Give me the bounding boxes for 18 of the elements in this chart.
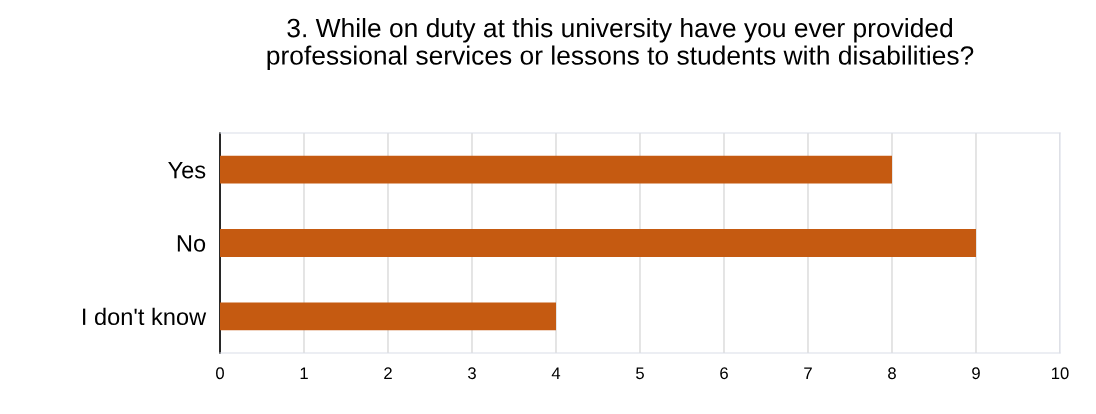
x-tick-label: 0: [216, 367, 224, 380]
bar: [220, 155, 892, 184]
bar: [220, 302, 556, 331]
x-tick-label: 10: [1052, 367, 1069, 380]
y-tick-label: No: [177, 235, 206, 252]
x-tick-label: 7: [804, 367, 812, 379]
y-tick-label: I don't know: [83, 307, 207, 326]
x-tick-label: 2: [384, 367, 392, 379]
x-tick-label: 4: [551, 367, 561, 379]
x-tick-label: 6: [720, 367, 728, 380]
bar: [220, 229, 976, 257]
y-tick-label: Yes: [168, 161, 206, 179]
x-tick-label: 5: [636, 367, 644, 380]
x-tick-label: 8: [888, 367, 896, 380]
chart-title: 3. While on duty at this university have you ever provided professional services or lessons to students with disabilities?: [267, 18, 974, 71]
x-tick-label: 3: [468, 367, 476, 380]
x-tick-label: 9: [972, 367, 980, 380]
x-tick-label: 1: [300, 367, 308, 379]
